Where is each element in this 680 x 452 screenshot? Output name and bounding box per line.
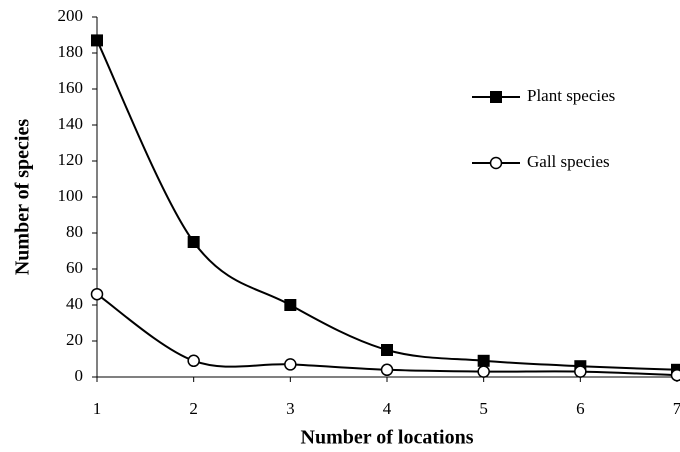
y-tick-label: 0 xyxy=(75,366,84,385)
x-tick-label: 2 xyxy=(189,399,198,418)
point xyxy=(284,299,297,311)
legend-label: Gall species xyxy=(527,152,610,171)
y-tick-label: 40 xyxy=(66,294,83,313)
point xyxy=(187,236,200,248)
x-tick-label: 4 xyxy=(383,399,392,418)
y-tick-label: 100 xyxy=(58,186,84,205)
y-tick-label: 60 xyxy=(66,258,83,277)
y-tick-label: 160 xyxy=(58,78,84,97)
y-tick-label: 180 xyxy=(58,42,84,61)
point xyxy=(187,354,200,368)
x-tick-label: 3 xyxy=(286,399,295,418)
y-tick-label: 120 xyxy=(58,150,84,169)
y-tick-label: 20 xyxy=(66,330,83,349)
y-tick-label: 140 xyxy=(58,114,84,133)
x-tick-label: 7 xyxy=(673,399,680,418)
point xyxy=(477,354,490,367)
series-line xyxy=(96,293,678,377)
point xyxy=(90,287,104,301)
x-tick-label: 6 xyxy=(576,399,585,418)
point xyxy=(477,365,490,378)
point xyxy=(670,368,680,382)
x-axis-title: Number of locations xyxy=(301,427,474,449)
x-tick-label: 1 xyxy=(93,399,102,418)
x-tick-label: 5 xyxy=(479,399,488,418)
point xyxy=(574,365,587,378)
y-tick-label: 80 xyxy=(66,222,83,241)
y-tick-label: 200 xyxy=(58,6,84,25)
legend-label: Plant species xyxy=(527,86,615,105)
legend-marker xyxy=(489,156,503,170)
legend-marker xyxy=(490,91,502,103)
point xyxy=(381,344,393,356)
point xyxy=(380,363,394,377)
point xyxy=(91,34,103,47)
y-axis-title: Number of species xyxy=(12,119,34,275)
point xyxy=(284,358,297,371)
